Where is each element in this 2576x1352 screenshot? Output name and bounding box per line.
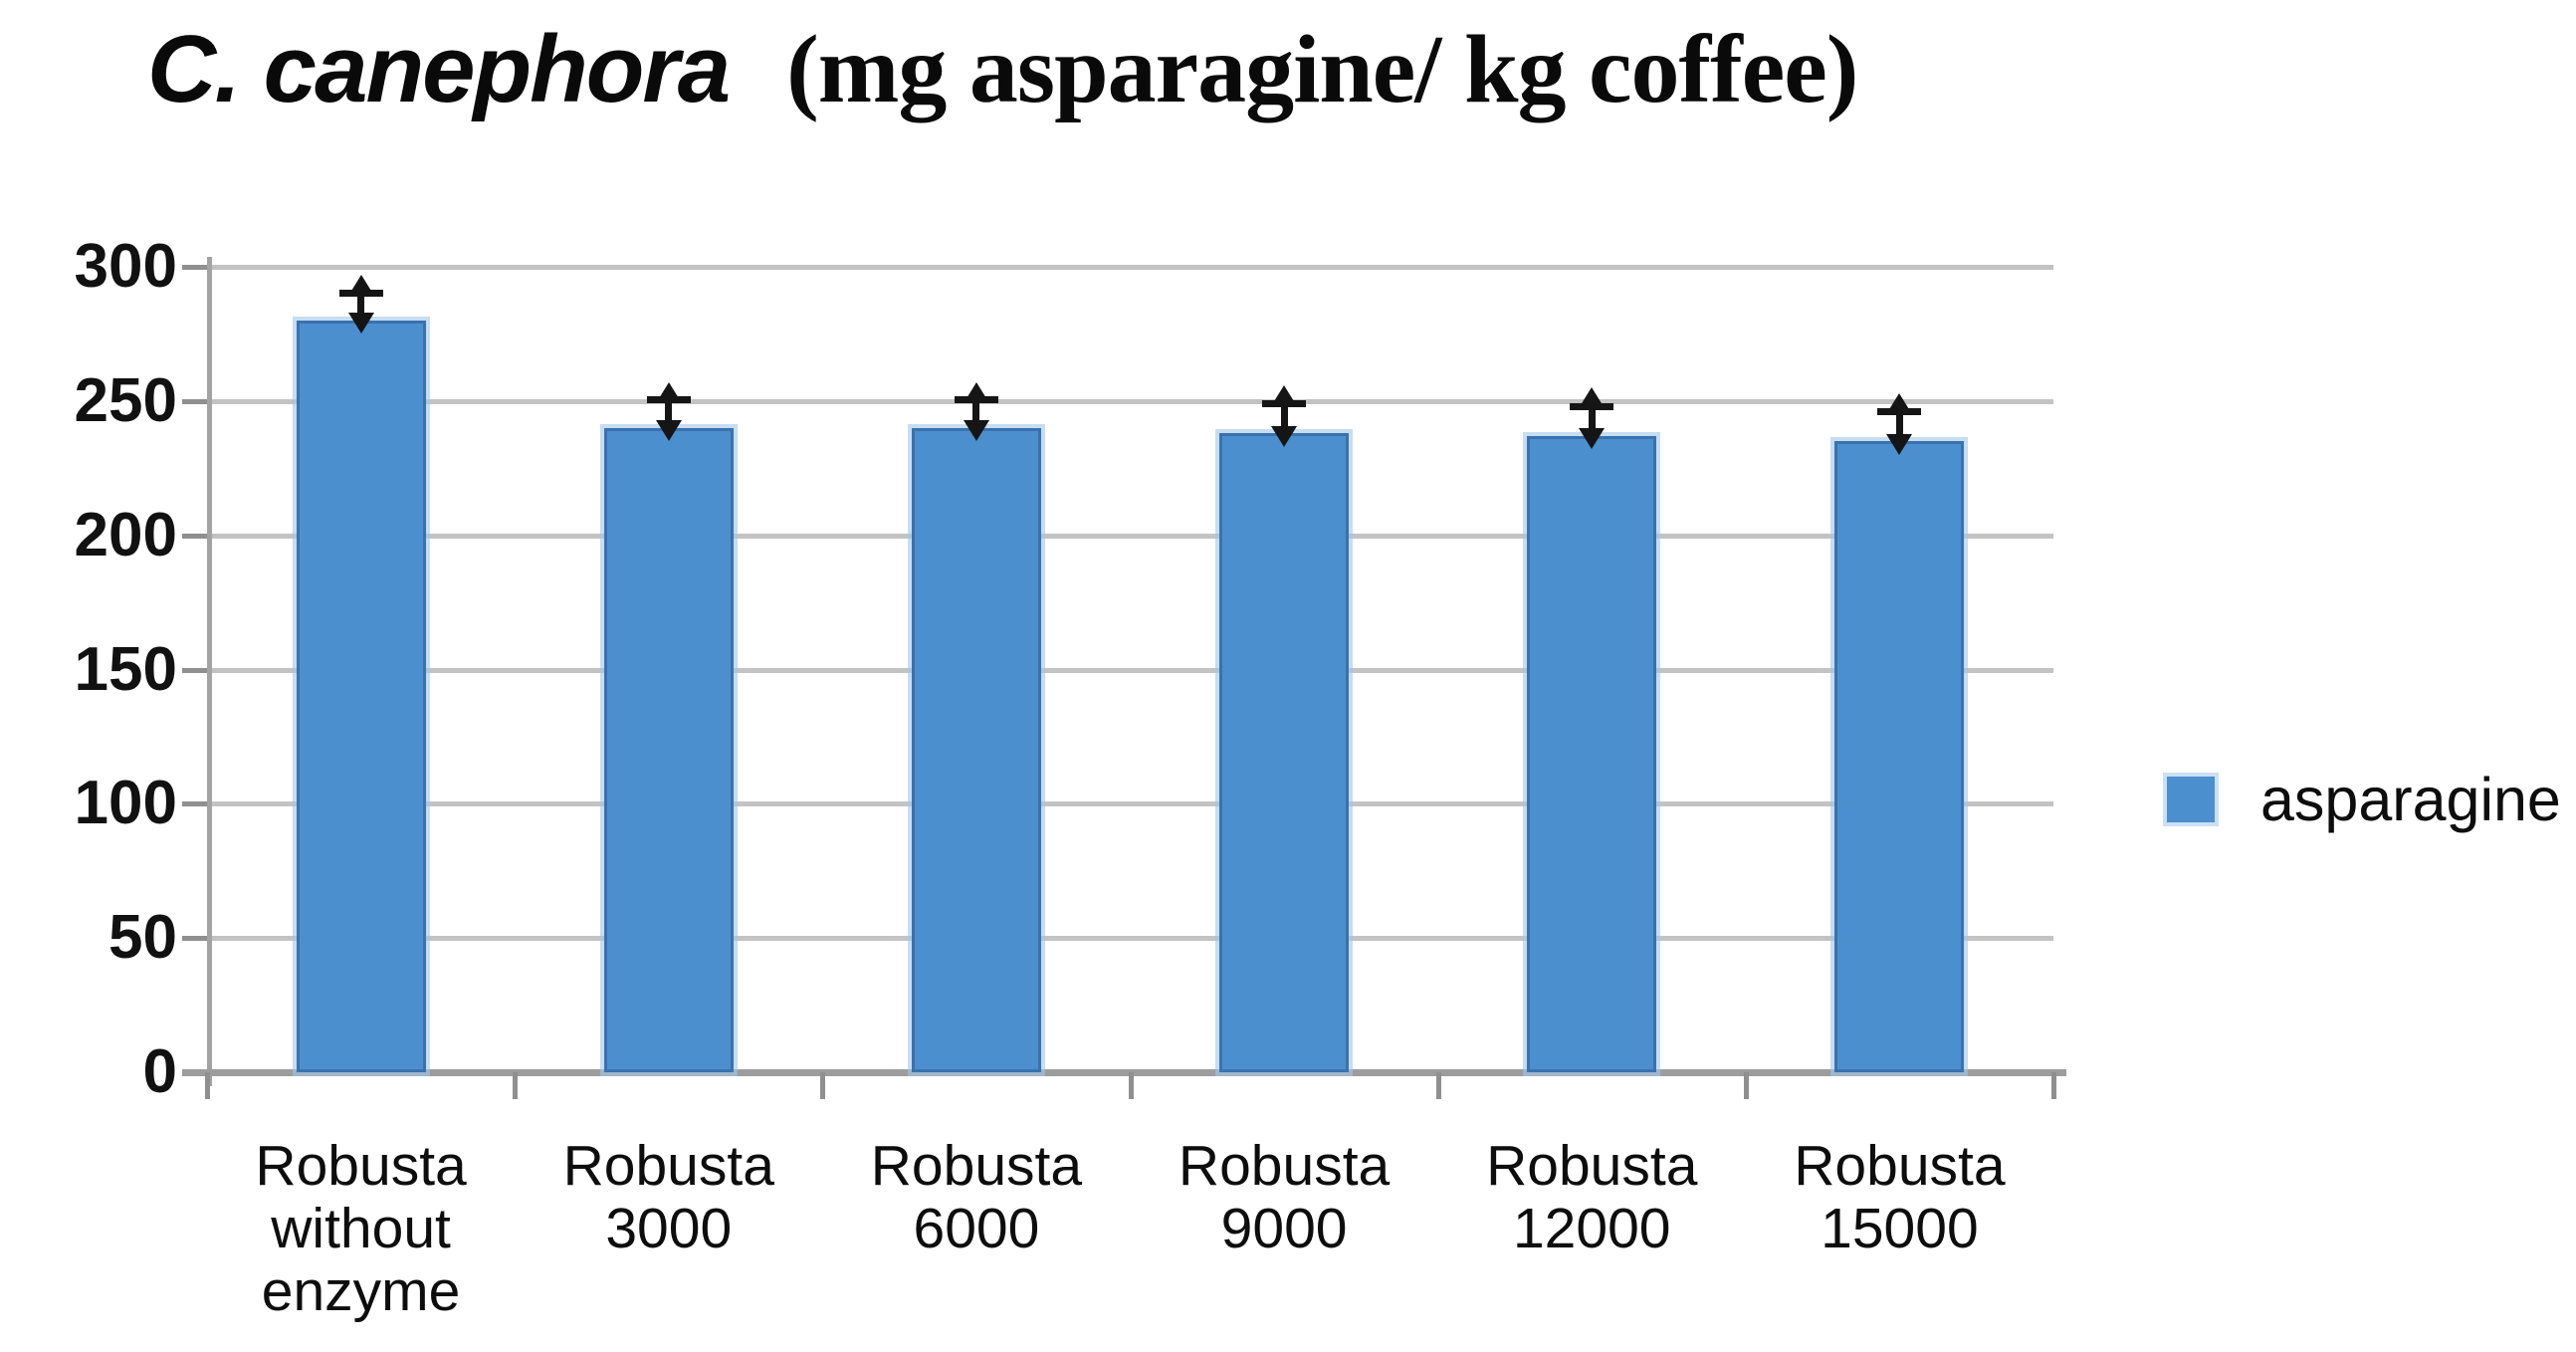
bar-robusta-3000 (603, 427, 734, 1072)
y-tick-label-150: 150 (74, 634, 177, 704)
x-axis-line (182, 1069, 2066, 1076)
x-tick-label-line: 3000 (605, 1197, 733, 1260)
legend-swatch-asparagine (2167, 777, 2215, 822)
bar-robusta-6000 (911, 427, 1041, 1072)
y-tick-label-200: 200 (74, 500, 177, 569)
x-axis-tick-4 (1435, 1072, 1441, 1099)
x-tick-label-robusta-15000: Robusta 15000 (1740, 1135, 2058, 1260)
y-tick-label-250: 250 (74, 365, 177, 435)
error-bar-robusta-12000-arrow-down (1579, 428, 1606, 450)
error-bar-robusta-12000 (1588, 401, 1596, 436)
gridline-200 (207, 533, 2053, 539)
y-tick-label-100: 100 (74, 769, 177, 838)
bar-robusta-without-enzyme (296, 320, 426, 1072)
bar-robusta-9000 (1219, 433, 1350, 1072)
x-tick-label-line: Robusta (1794, 1134, 2006, 1198)
legend-label: asparagine (2260, 766, 2561, 833)
x-tick-label-line: Robusta (1178, 1134, 1391, 1198)
x-tick-label-line: enzyme (261, 1259, 461, 1323)
error-bar-robusta-9000-arrow-down (1271, 425, 1298, 447)
error-bar-robusta-3000-cap (646, 396, 691, 404)
error-bar-robusta-15000 (1895, 406, 1903, 441)
chart-title-species: C. canephora (147, 16, 731, 122)
error-bar-robusta-9000 (1280, 398, 1288, 433)
x-tick-label-robusta-without-enzyme: Robusta without enzyme (202, 1135, 521, 1323)
bar-robusta-12000 (1527, 435, 1657, 1072)
error-bar-robusta-12000-cap (1570, 402, 1614, 410)
x-axis-tick-6 (2051, 1072, 2056, 1099)
x-tick-label-line: Robusta (1486, 1134, 1698, 1198)
y-tick-100 (182, 801, 207, 807)
error-bar-robusta-3000-arrow-down (655, 420, 682, 442)
chart-title-units: (mg asparagine/ kg coffee) (786, 16, 1858, 123)
error-bar-robusta-6000 (972, 395, 980, 428)
error-bar-robusta-9000-cap (1262, 400, 1307, 408)
x-tick-label-line: 12000 (1512, 1197, 1671, 1260)
error-bar-robusta-without-enzyme (357, 289, 365, 321)
x-tick-label-robusta-3000: Robusta 3000 (510, 1135, 828, 1260)
x-tick-label-robusta-6000: Robusta 6000 (817, 1135, 1136, 1260)
y-tick-200 (182, 533, 207, 539)
x-axis-tick-3 (1128, 1072, 1134, 1099)
y-tick-label-0: 0 (142, 1037, 177, 1106)
error-bar-robusta-15000-cap (1877, 408, 1922, 416)
x-tick-label-robusta-9000: Robusta 9000 (1125, 1135, 1443, 1260)
bar-robusta-15000 (1834, 441, 1965, 1072)
x-tick-label-line: Robusta (870, 1134, 1083, 1198)
y-tick-150 (182, 667, 207, 673)
x-tick-label-line: 6000 (913, 1197, 1040, 1260)
y-tick-250 (182, 398, 207, 404)
y-tick-label-50: 50 (108, 903, 177, 973)
gridline-250 (207, 398, 2053, 404)
legend: asparagine (2167, 765, 2561, 834)
error-bar-robusta-3000 (665, 395, 673, 428)
x-tick-label-line: 9000 (1220, 1197, 1348, 1260)
y-axis-line (207, 257, 212, 1086)
x-axis-tick-1 (513, 1072, 519, 1099)
error-bar-robusta-6000-cap (954, 396, 998, 404)
gridline-50 (207, 936, 2053, 942)
gridline-150 (207, 667, 2053, 673)
x-tick-label-line: Robusta (562, 1134, 774, 1198)
x-axis-tick-5 (1743, 1072, 1749, 1099)
x-tick-label-line: without (271, 1197, 451, 1260)
error-bar-robusta-without-enzyme-arrow-down (347, 313, 374, 335)
x-tick-label-robusta-12000: Robusta 12000 (1432, 1135, 1751, 1260)
y-tick-label-300: 300 (74, 232, 177, 301)
chart-title: C. canephora (mg asparagine/ kg coffee) (147, 14, 1858, 143)
error-bar-robusta-without-enzyme-cap (338, 289, 383, 297)
y-tick-50 (182, 936, 207, 942)
gridline-100 (207, 801, 2053, 807)
x-axis-tick-2 (820, 1072, 826, 1099)
x-tick-label-line: Robusta (255, 1134, 467, 1198)
x-tick-label-line: 15000 (1821, 1197, 1979, 1260)
gridline-300 (207, 265, 2053, 270)
error-bar-robusta-15000-arrow-down (1886, 433, 1913, 455)
x-axis-tick-0 (205, 1072, 210, 1099)
y-tick-300 (182, 265, 207, 270)
error-bar-robusta-6000-arrow-down (963, 420, 989, 442)
